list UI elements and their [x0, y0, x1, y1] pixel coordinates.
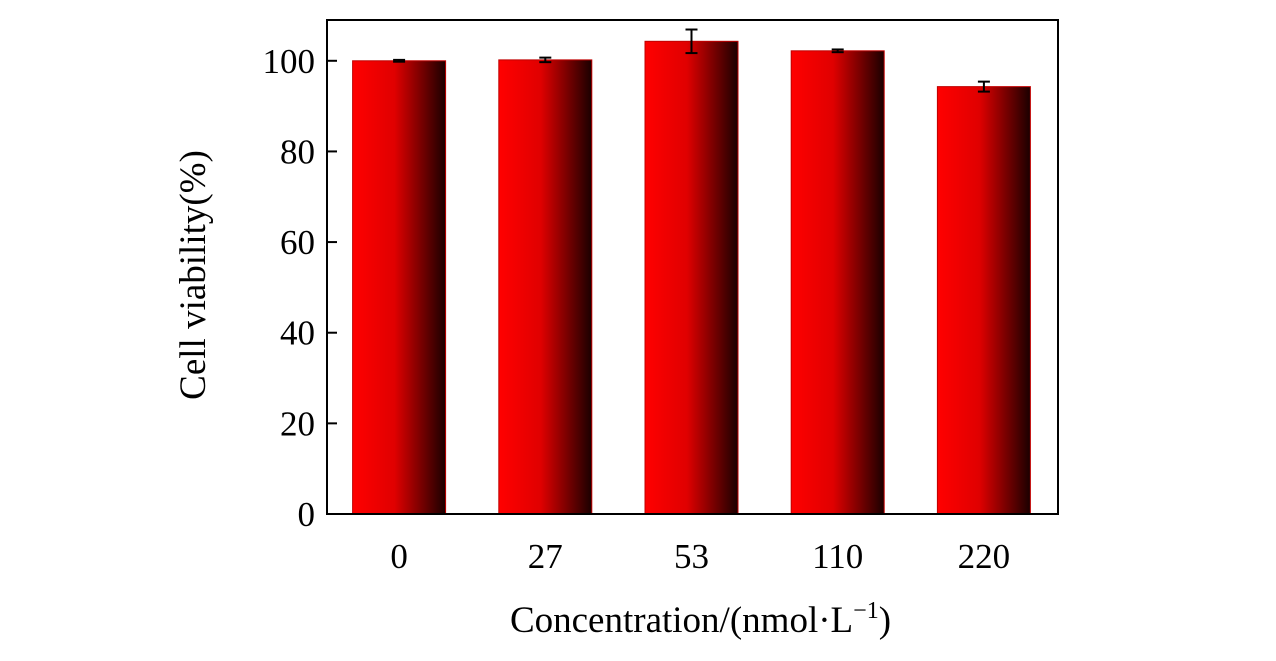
error-bar-220 [977, 80, 990, 93]
bar-110 [790, 50, 885, 515]
bar-0 [352, 60, 447, 515]
x-tick-label: 27 [528, 537, 563, 576]
x-axis-title-main: Concentration/(nmol·L [510, 600, 853, 641]
error-bar-0 [393, 58, 406, 63]
x-axis-title: Concentration/(nmol·L−1) [510, 598, 891, 641]
x-tick-label: 53 [674, 537, 709, 576]
error-bar-53 [685, 28, 698, 55]
y-axis-title: Cell viability(%) [173, 150, 214, 400]
y-tick-label: 60 [280, 223, 315, 262]
y-tick-label: 80 [280, 132, 315, 171]
bar-220 [936, 86, 1031, 515]
x-axis-title-superscript: −1 [853, 598, 879, 624]
y-tick-label: 20 [280, 404, 315, 443]
error-bars-layer [393, 28, 990, 93]
error-bar-110 [831, 48, 844, 54]
bars-layer [352, 40, 1031, 515]
error-bar-27 [539, 56, 552, 64]
plot-frame [326, 19, 1059, 515]
x-axis-title-close: ) [879, 600, 891, 641]
x-tick-label: 0 [390, 537, 408, 576]
bar-53 [644, 40, 739, 515]
x-tick-label: 220 [958, 537, 1011, 576]
y-tick-label: 40 [280, 314, 315, 353]
y-tick-label: 100 [263, 42, 316, 81]
y-tick-label: 0 [298, 495, 316, 534]
x-tick-label: 110 [812, 537, 863, 576]
bar-27 [498, 59, 593, 515]
y-axis: 0 20 40 60 80 100 [263, 42, 337, 534]
x-axis: 0 27 53 110 220 [390, 537, 1010, 576]
